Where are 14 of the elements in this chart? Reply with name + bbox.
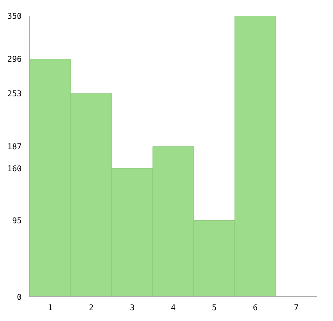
y-tick-label: 95: [12, 216, 22, 226]
x-tick-label: 3: [130, 304, 136, 313]
x-tick-label: 1: [48, 304, 54, 313]
x-tick-label: 4: [171, 304, 176, 313]
x-tick-label: 7: [294, 304, 300, 313]
x-tick-label: 5: [212, 304, 218, 313]
x-tick-label: 2: [89, 304, 94, 313]
y-tick-label: 253: [8, 90, 22, 99]
y-tick-label: 0: [17, 292, 22, 302]
y-tick-label: 187: [8, 142, 22, 152]
y-tick-label: 160: [8, 164, 22, 174]
y-tick-label: 296: [8, 55, 22, 64]
y-tick-label: 350: [8, 12, 22, 21]
x-tick-label: 6: [253, 304, 258, 313]
